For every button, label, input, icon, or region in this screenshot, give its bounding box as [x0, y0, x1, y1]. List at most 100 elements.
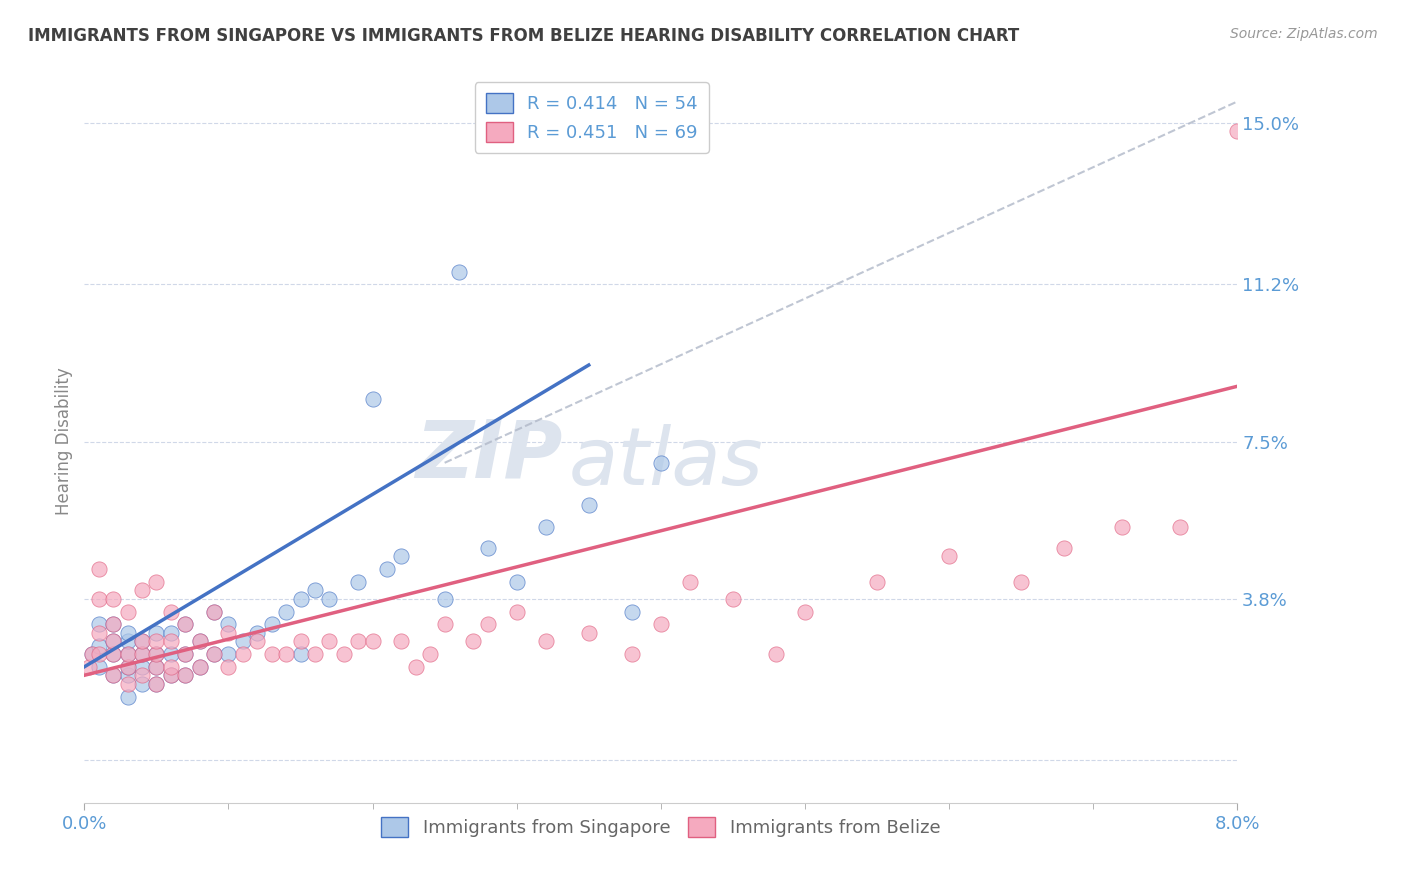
Point [117, 605, 139, 619]
Point [145, 647, 167, 661]
Point [160, 660, 183, 674]
Point [290, 591, 312, 606]
Point [304, 647, 326, 661]
Point [232, 647, 254, 661]
Point [391, 549, 413, 564]
Point [650, 617, 672, 632]
Point [117, 677, 139, 691]
Point [621, 605, 644, 619]
Point [87, 639, 110, 653]
Point [117, 668, 139, 682]
Point [103, 634, 124, 648]
Point [131, 634, 153, 648]
Point [145, 677, 167, 691]
Point [290, 634, 312, 648]
Point [419, 647, 441, 661]
Point [679, 574, 702, 589]
Point [534, 519, 557, 533]
Point [103, 668, 124, 682]
Point [1010, 574, 1032, 589]
Point [650, 456, 672, 470]
Point [463, 634, 485, 648]
Point [449, 264, 471, 278]
Point [103, 647, 124, 661]
Point [80, 647, 103, 661]
Point [276, 605, 298, 619]
Point [433, 617, 456, 632]
Point [145, 634, 167, 648]
Legend: Immigrants from Singapore, Immigrants from Belize: Immigrants from Singapore, Immigrants fr… [374, 810, 948, 845]
Point [103, 591, 124, 606]
Point [477, 541, 499, 555]
Point [145, 660, 167, 674]
Point [174, 647, 197, 661]
Point [174, 668, 197, 682]
Point [375, 562, 398, 576]
Point [117, 647, 139, 661]
Point [160, 634, 183, 648]
Point [621, 647, 644, 661]
Point [160, 605, 183, 619]
Point [117, 660, 139, 674]
Point [318, 634, 340, 648]
Point [578, 498, 600, 512]
Point [218, 625, 240, 640]
Point [80, 647, 103, 661]
Point [218, 647, 240, 661]
Point [145, 660, 167, 674]
Point [1168, 519, 1191, 533]
Point [131, 668, 153, 682]
Text: IMMIGRANTS FROM SINGAPORE VS IMMIGRANTS FROM BELIZE HEARING DISABILITY CORRELATI: IMMIGRANTS FROM SINGAPORE VS IMMIGRANTS … [28, 27, 1019, 45]
Point [276, 647, 298, 661]
Point [347, 634, 370, 648]
Point [103, 647, 124, 661]
Point [117, 634, 139, 648]
Point [938, 549, 960, 564]
Point [188, 634, 211, 648]
Point [131, 634, 153, 648]
Point [145, 625, 167, 640]
Point [347, 574, 370, 589]
Point [131, 677, 153, 691]
Point [174, 617, 197, 632]
Point [145, 574, 167, 589]
Point [117, 690, 139, 704]
Point [131, 660, 153, 674]
Point [506, 605, 529, 619]
Point [87, 591, 110, 606]
Point [103, 668, 124, 682]
Point [232, 634, 254, 648]
Point [77, 660, 100, 674]
Point [246, 634, 269, 648]
Point [188, 660, 211, 674]
Point [87, 617, 110, 632]
Point [117, 647, 139, 661]
Point [318, 591, 340, 606]
Point [174, 617, 197, 632]
Text: ZIP: ZIP [415, 417, 562, 495]
Point [87, 625, 110, 640]
Point [103, 617, 124, 632]
Point [202, 605, 225, 619]
Point [188, 634, 211, 648]
Point [218, 617, 240, 632]
Point [117, 660, 139, 674]
Point [174, 668, 197, 682]
Point [117, 625, 139, 640]
Point [578, 625, 600, 640]
Point [405, 660, 427, 674]
Point [361, 392, 384, 406]
Point [765, 647, 787, 661]
Point [218, 660, 240, 674]
Point [188, 660, 211, 674]
Point [160, 625, 183, 640]
Point [202, 647, 225, 661]
Point [174, 647, 197, 661]
Point [160, 647, 183, 661]
Point [160, 668, 183, 682]
Point [131, 583, 153, 598]
Point [145, 647, 167, 661]
Point [361, 634, 384, 648]
Point [304, 583, 326, 598]
Point [87, 562, 110, 576]
